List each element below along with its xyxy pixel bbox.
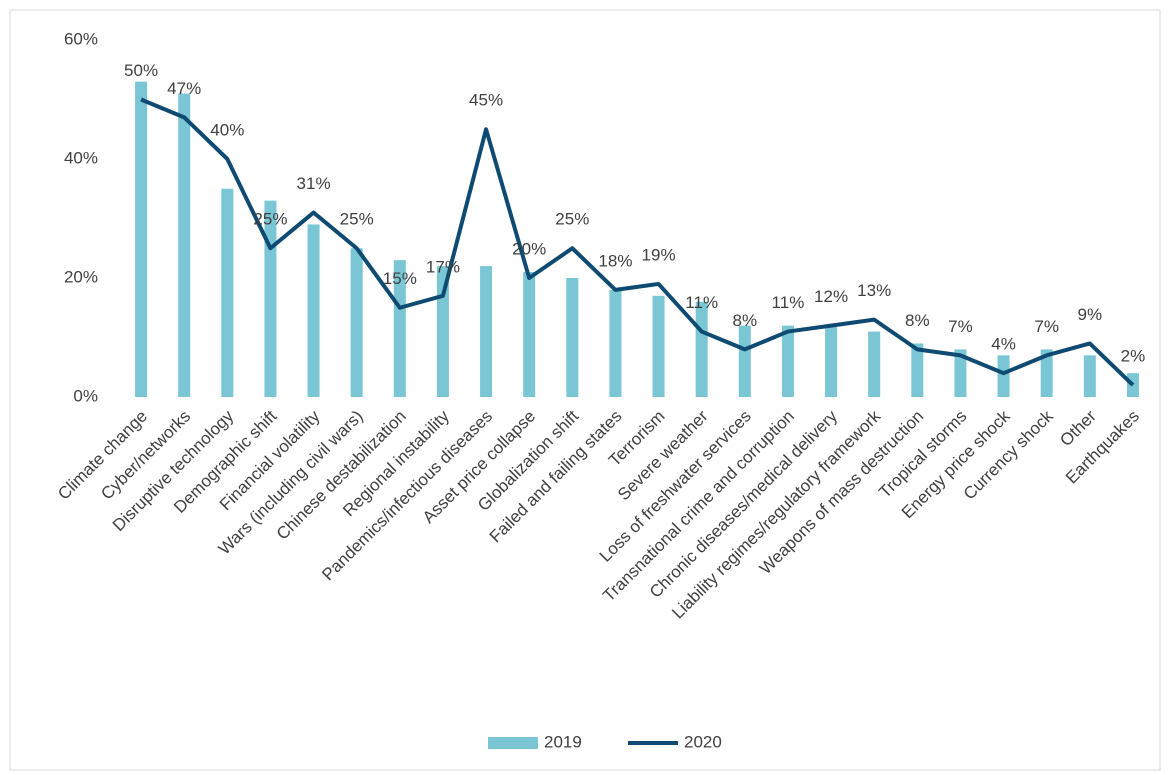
data-label: 45%: [469, 91, 503, 110]
bar: [781, 325, 794, 397]
bar: [350, 248, 363, 397]
data-label: 11%: [685, 293, 718, 312]
data-label: 20%: [512, 239, 546, 258]
bar: [264, 200, 277, 397]
data-label: 25%: [555, 210, 589, 229]
data-label: 12%: [814, 287, 848, 306]
bar: [135, 81, 148, 398]
data-label: 11%: [772, 293, 805, 312]
bar: [221, 188, 234, 397]
bar: [480, 266, 493, 397]
bar: [695, 301, 708, 397]
bar: [1083, 355, 1096, 397]
bar: [178, 93, 191, 398]
data-label: 7%: [1034, 317, 1059, 336]
legend-swatch: [488, 737, 538, 749]
data-label: 31%: [297, 174, 331, 193]
legend-label: 2020: [684, 732, 722, 751]
data-label: 40%: [210, 120, 244, 139]
bar: [954, 349, 967, 397]
bar: [523, 272, 536, 397]
y-tick-label: 40%: [64, 148, 98, 167]
bar: [997, 355, 1010, 397]
data-label: 15%: [383, 269, 417, 288]
bar: [911, 343, 924, 397]
bar: [566, 278, 579, 397]
data-label: 18%: [598, 251, 632, 270]
data-label: 4%: [991, 335, 1016, 354]
data-label: 13%: [857, 281, 891, 300]
data-label: 47%: [167, 79, 201, 98]
bar: [652, 295, 665, 397]
bar: [307, 224, 320, 397]
data-label: 8%: [733, 311, 758, 330]
bar: [436, 266, 449, 397]
bar: [868, 331, 881, 397]
data-label: 25%: [340, 210, 374, 229]
data-label: 2%: [1121, 347, 1146, 366]
y-tick-label: 0%: [73, 386, 98, 405]
data-label: 8%: [905, 311, 930, 330]
bar: [825, 325, 838, 397]
data-label: 19%: [642, 245, 676, 264]
data-label: 25%: [253, 210, 287, 229]
data-label: 17%: [426, 257, 460, 276]
data-label: 50%: [124, 61, 158, 80]
legend-label: 2019: [544, 732, 582, 751]
line: [140, 97, 1135, 387]
data-label: 9%: [1078, 305, 1103, 324]
bar: [393, 260, 406, 397]
y-tick-label: 20%: [64, 267, 98, 286]
bar: [738, 325, 751, 397]
bar: [609, 289, 622, 397]
data-label: 7%: [948, 317, 973, 336]
bar: [1040, 349, 1053, 397]
y-tick-label: 60%: [64, 29, 98, 48]
